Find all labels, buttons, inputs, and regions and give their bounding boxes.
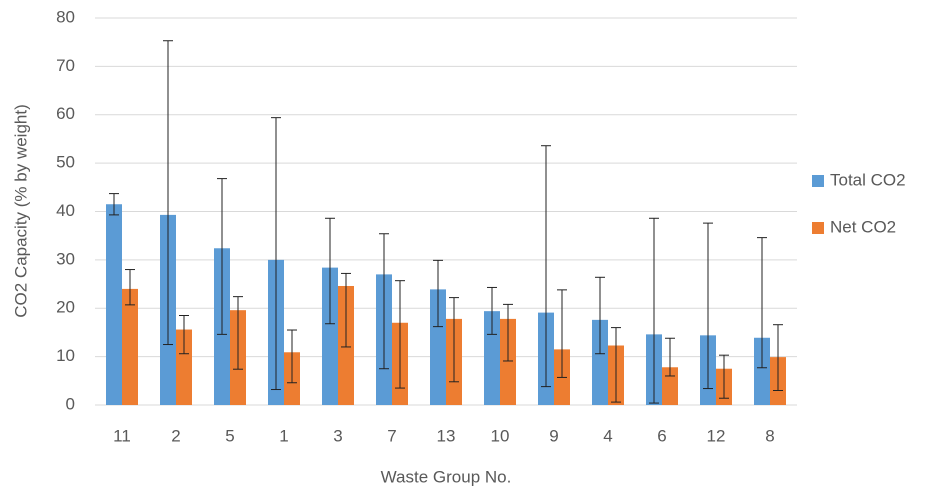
- y-tick-label: 20: [56, 298, 75, 317]
- error-bar: [395, 280, 405, 389]
- error-bar: [233, 296, 243, 370]
- legend-swatch: [812, 175, 824, 187]
- x-tick-label: 10: [491, 426, 510, 445]
- x-tick-label: 13: [437, 426, 456, 445]
- x-tick-label: 11: [113, 426, 131, 445]
- error-bar: [719, 354, 729, 399]
- error-bar: [163, 40, 173, 346]
- error-bar: [649, 217, 659, 404]
- legend-label: Net CO2: [830, 217, 896, 236]
- y-axis-title: CO2 Capacity (% by weight): [11, 104, 30, 318]
- error-bar: [611, 327, 621, 403]
- y-tick-label: 80: [56, 7, 75, 26]
- error-bar: [325, 217, 335, 325]
- error-bar: [271, 117, 281, 391]
- error-bar: [287, 329, 297, 384]
- error-bar: [379, 233, 389, 370]
- x-tick-label: 12: [707, 426, 726, 445]
- x-tick-label: 5: [225, 426, 234, 445]
- x-tick-label: 3: [333, 426, 342, 445]
- error-bar: [595, 276, 605, 355]
- y-tick-label: 70: [56, 56, 75, 75]
- y-tick-label: 60: [56, 104, 75, 123]
- error-bar: [109, 193, 119, 216]
- bar: [176, 329, 192, 405]
- bar: [754, 337, 770, 405]
- error-bar: [773, 324, 783, 391]
- y-tick-label: 10: [56, 346, 75, 365]
- y-tick-label: 40: [56, 201, 75, 220]
- x-axis-title: Waste Group No.: [381, 467, 512, 486]
- y-tick-label: 0: [66, 394, 75, 413]
- x-tick-label: 8: [765, 426, 774, 445]
- bar: [322, 267, 338, 405]
- bar: [662, 367, 678, 405]
- error-bar: [503, 303, 513, 362]
- bar: [500, 318, 516, 405]
- x-tick-label: 4: [603, 426, 612, 445]
- error-bar: [665, 337, 675, 377]
- bar: [592, 319, 608, 405]
- error-bar: [541, 145, 551, 388]
- y-tick-label: 50: [56, 153, 75, 172]
- x-tick-label: 2: [171, 426, 180, 445]
- bar: [122, 288, 138, 405]
- error-bar: [449, 297, 459, 383]
- error-bar: [179, 315, 189, 355]
- error-bar: [125, 269, 135, 306]
- legend-label: Total CO2: [830, 170, 906, 189]
- error-bar: [703, 222, 713, 390]
- error-bar: [487, 286, 497, 335]
- x-tick-label: 9: [549, 426, 558, 445]
- error-bar: [341, 272, 351, 348]
- x-tick-label: 6: [657, 426, 666, 445]
- legend-swatch: [812, 222, 824, 234]
- x-tick-label: 7: [387, 426, 396, 445]
- error-bar: [757, 237, 767, 369]
- error-bar: [557, 289, 567, 378]
- bar: [430, 289, 446, 405]
- bar: [106, 204, 122, 405]
- error-bar: [433, 259, 443, 328]
- error-bar: [217, 178, 227, 335]
- y-tick-label: 30: [56, 249, 75, 268]
- x-tick-label: 1: [279, 426, 288, 445]
